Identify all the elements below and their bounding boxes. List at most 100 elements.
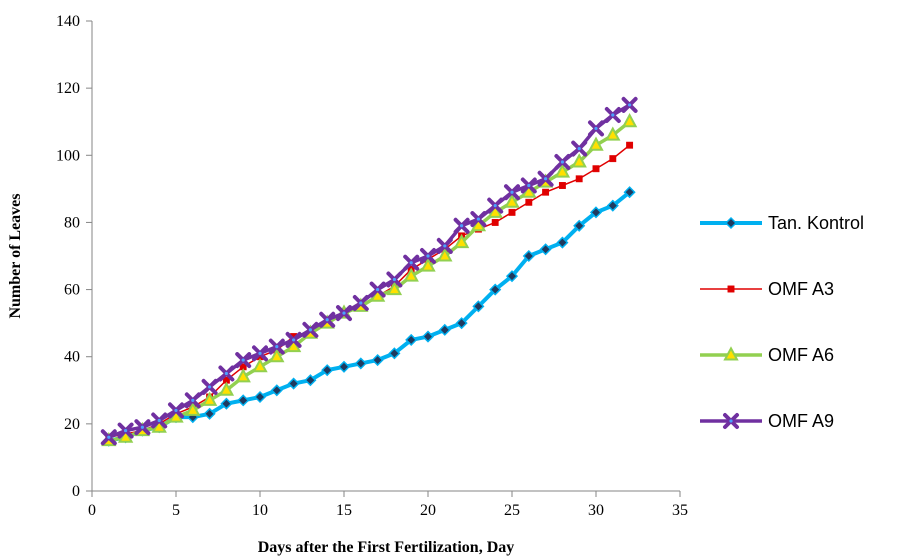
data-point-center — [577, 146, 581, 151]
legend-marker — [727, 285, 735, 293]
data-point — [287, 377, 300, 390]
data-point — [589, 206, 603, 219]
data-point — [626, 141, 634, 149]
data-point — [558, 182, 566, 189]
data-point — [489, 283, 502, 296]
data-point-center — [292, 338, 296, 342]
data-point-center — [409, 261, 413, 265]
data-point — [201, 391, 218, 406]
data-point — [218, 381, 235, 396]
series-omf-a6 — [101, 113, 638, 447]
data-point-center — [560, 160, 565, 164]
data-point — [420, 257, 436, 272]
y-axis: 0 20 40 60 80 100 120 140 — [56, 13, 93, 500]
data-point — [571, 153, 587, 168]
data-point-center — [611, 113, 615, 117]
data-point — [405, 333, 418, 346]
legend-label: OMF A9 — [768, 411, 834, 431]
data-point — [253, 390, 267, 404]
legend-label: OMF A6 — [768, 345, 834, 365]
data-point — [588, 136, 604, 151]
legend-item: OMF A6 — [700, 345, 834, 365]
legend-marker — [723, 346, 739, 361]
data-point — [575, 175, 583, 183]
data-point-center — [325, 318, 329, 322]
data-point-center — [426, 254, 430, 258]
y-tick-label: 20 — [64, 416, 80, 433]
data-point — [605, 126, 621, 141]
legend: Tan. Kontrol OMF A3 OMF A6 OMF A9 — [700, 213, 864, 431]
data-point — [504, 193, 520, 208]
data-point — [592, 165, 600, 173]
data-point — [621, 113, 638, 128]
data-point — [269, 348, 285, 363]
data-point — [388, 347, 401, 360]
legend-item: Tan. Kontrol — [700, 213, 864, 233]
legend-label: OMF A3 — [768, 279, 834, 299]
data-point — [321, 364, 334, 377]
data-point — [237, 394, 250, 407]
series-omf-a3 — [105, 141, 634, 441]
data-point — [304, 374, 317, 387]
x-tick-label: 25 — [504, 502, 520, 519]
data-point-center — [544, 177, 548, 181]
x-tick-label: 15 — [336, 502, 352, 519]
data-point — [403, 267, 419, 282]
data-point-center — [628, 103, 632, 107]
x-tick-label: 0 — [88, 502, 96, 519]
data-point — [623, 186, 636, 199]
data-point — [455, 317, 468, 330]
series-line — [108, 103, 631, 439]
data-point — [505, 270, 519, 283]
y-tick-label: 120 — [56, 80, 80, 97]
y-tick-label: 0 — [72, 483, 80, 500]
data-point-center — [140, 425, 144, 429]
data-point — [525, 198, 533, 206]
legend-marker-center — [729, 419, 733, 423]
legend-item: OMF A3 — [700, 279, 834, 299]
data-point — [386, 280, 403, 296]
data-point-center — [174, 408, 178, 413]
data-point-center — [493, 204, 497, 208]
data-point — [371, 354, 384, 367]
data-point-center — [308, 328, 312, 332]
data-point-center — [527, 183, 531, 188]
data-point — [542, 188, 550, 196]
y-tick-label: 60 — [64, 282, 80, 299]
x-tick-label: 20 — [420, 502, 436, 519]
data-point-center — [376, 287, 380, 292]
data-point-center — [124, 428, 128, 433]
legend-marker — [724, 216, 738, 230]
data-point — [472, 300, 485, 313]
data-point-center — [342, 311, 346, 315]
data-point — [554, 163, 571, 178]
data-point — [453, 233, 470, 249]
data-point-center — [191, 398, 195, 402]
data-point-center — [258, 351, 262, 355]
data-point-center — [510, 190, 514, 194]
y-tick-label: 140 — [56, 13, 80, 30]
x-tick-label: 5 — [172, 502, 180, 519]
y-axis-title: Number of Leaves — [7, 193, 24, 318]
y-tick-label: 40 — [64, 349, 80, 366]
y-tick-label: 80 — [64, 214, 80, 231]
data-point — [609, 155, 617, 163]
data-point-center — [157, 418, 161, 423]
x-axis-title: Days after the First Fertilization, Day — [258, 539, 515, 556]
data-point-center — [359, 301, 363, 305]
data-point — [185, 401, 201, 416]
data-point — [235, 368, 251, 383]
x-tick-label: 30 — [588, 502, 604, 519]
data-point — [270, 384, 283, 397]
x-tick-label: 35 — [672, 502, 688, 519]
data-point-center — [476, 217, 480, 221]
data-point — [508, 208, 516, 216]
data-point — [421, 330, 435, 343]
legend-item: OMF A9 — [700, 411, 834, 431]
data-point — [556, 236, 569, 249]
data-point-center — [594, 126, 598, 131]
data-point — [252, 358, 268, 373]
data-point — [573, 219, 586, 232]
data-point-center — [241, 358, 245, 362]
